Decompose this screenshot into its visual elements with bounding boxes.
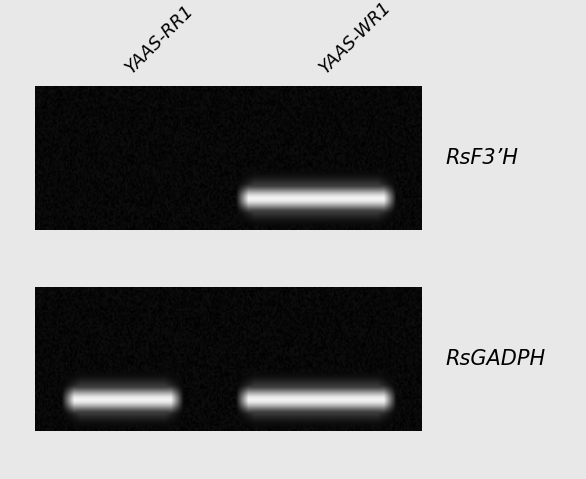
Text: YAAS-RR1: YAAS-RR1 [122,1,197,77]
Text: YAAS-WR1: YAAS-WR1 [315,0,394,77]
Text: RsF3’H: RsF3’H [445,148,519,168]
Text: RsGADPH: RsGADPH [445,349,546,369]
